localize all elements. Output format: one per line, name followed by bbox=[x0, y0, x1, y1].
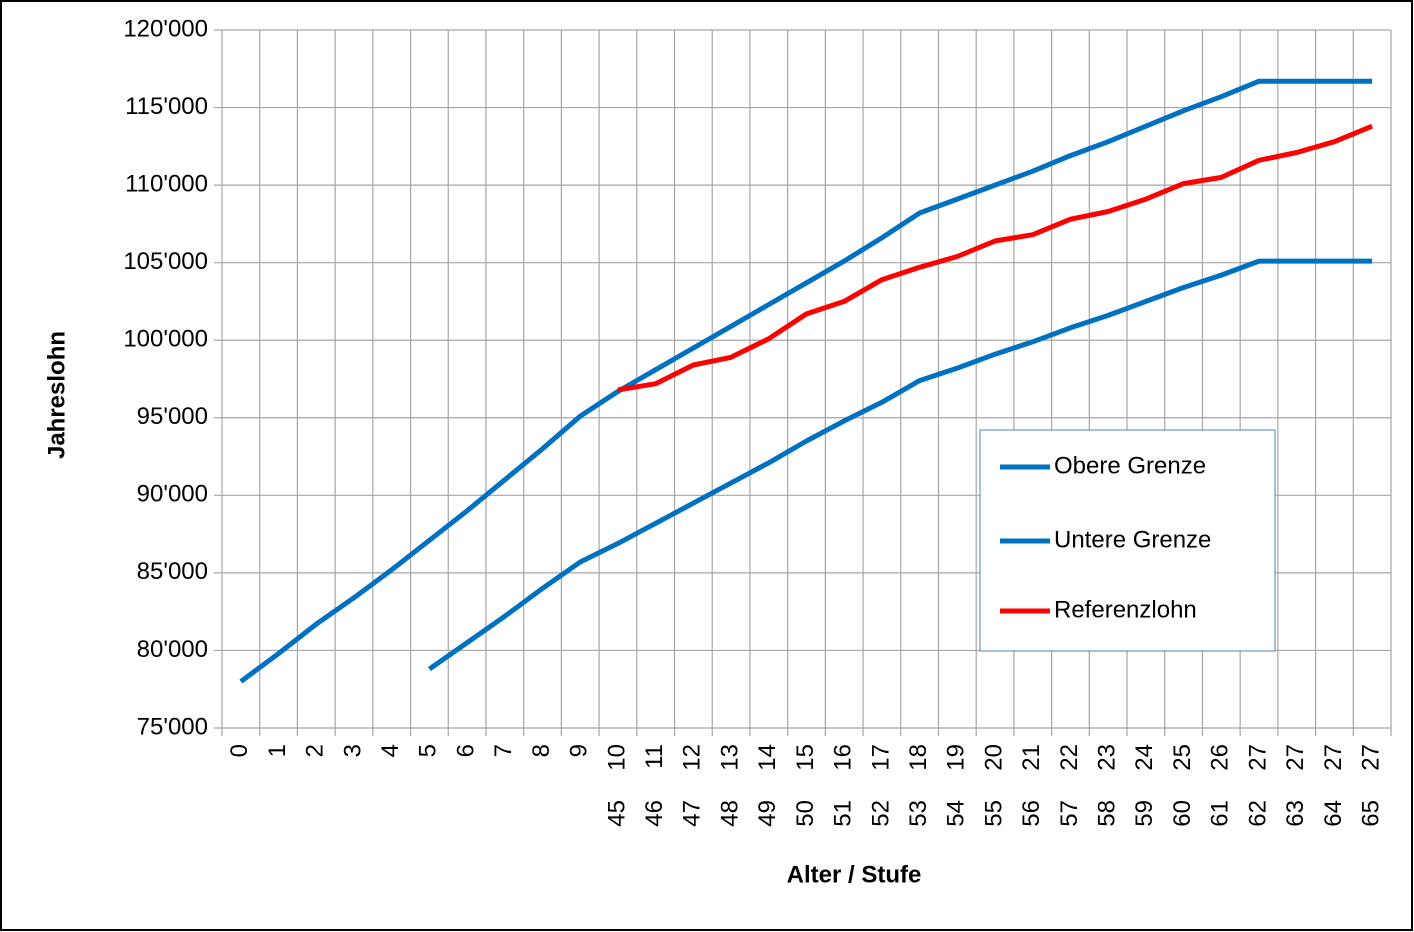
y-tick-label: 85'000 bbox=[137, 558, 208, 585]
x-age-label: 47 bbox=[679, 800, 706, 827]
x-tick-label: 8 bbox=[528, 744, 555, 757]
x-age-label: 49 bbox=[754, 800, 781, 827]
x-tick-label: 2 bbox=[302, 744, 329, 757]
x-tick-label: 12 bbox=[679, 744, 706, 771]
series-line bbox=[427, 258, 1373, 672]
x-tick-label: 1 bbox=[264, 744, 291, 757]
x-tick-label: 26 bbox=[1207, 744, 1234, 771]
x-age-label: 62 bbox=[1244, 800, 1271, 827]
x-age-label: 63 bbox=[1282, 800, 1309, 827]
y-tick-label: 105'000 bbox=[123, 248, 208, 275]
x-tick-label: 18 bbox=[905, 744, 932, 771]
y-tick-label: 120'000 bbox=[123, 15, 208, 42]
x-tick-label: 27 bbox=[1244, 744, 1271, 771]
x-tick-label: 27 bbox=[1357, 744, 1384, 771]
y-tick-label: 115'000 bbox=[125, 93, 208, 120]
x-tick-label: 4 bbox=[377, 744, 404, 757]
y-tick-label: 90'000 bbox=[137, 481, 208, 508]
x-tick-label: 0 bbox=[226, 744, 253, 757]
x-age-label: 53 bbox=[905, 800, 932, 827]
x-age-label: 48 bbox=[716, 800, 743, 827]
x-tick-label: 23 bbox=[1094, 744, 1121, 771]
y-tick-label: 95'000 bbox=[137, 403, 208, 430]
series-line bbox=[617, 123, 1374, 393]
x-age-label: 60 bbox=[1169, 800, 1196, 827]
y-tick-label: 80'000 bbox=[137, 636, 208, 663]
x-age-label: 61 bbox=[1207, 800, 1234, 827]
x-age-label: 65 bbox=[1357, 800, 1384, 827]
x-tick-label: 19 bbox=[943, 744, 970, 771]
x-tick-label: 27 bbox=[1282, 744, 1309, 771]
x-tick-label: 6 bbox=[452, 744, 479, 757]
x-age-label: 46 bbox=[641, 800, 668, 827]
legend-label: Untere Grenze bbox=[1054, 526, 1211, 553]
x-tick-label: 22 bbox=[1056, 744, 1083, 771]
y-tick-label: 75'000 bbox=[137, 713, 208, 740]
x-tick-label: 16 bbox=[830, 744, 857, 771]
x-tick-label: 9 bbox=[566, 744, 593, 757]
x-tick-label: 13 bbox=[716, 744, 743, 771]
x-tick-label: 15 bbox=[792, 744, 819, 771]
x-tick-label: 24 bbox=[1131, 744, 1158, 771]
x-age-label: 45 bbox=[603, 800, 630, 827]
y-tick-label: 100'000 bbox=[123, 326, 208, 353]
x-age-label: 50 bbox=[792, 800, 819, 827]
x-age-label: 59 bbox=[1131, 800, 1158, 827]
x-tick-label: 20 bbox=[980, 744, 1007, 771]
x-tick-label: 27 bbox=[1320, 744, 1347, 771]
x-age-label: 56 bbox=[1018, 800, 1045, 827]
x-tick-label: 11 bbox=[641, 744, 668, 769]
x-age-label: 51 bbox=[830, 800, 857, 827]
x-tick-label: 5 bbox=[415, 744, 442, 757]
x-tick-label: 25 bbox=[1169, 744, 1196, 771]
series-line bbox=[239, 78, 1373, 684]
legend-label: Obere Grenze bbox=[1054, 452, 1206, 479]
x-tick-label: 21 bbox=[1018, 744, 1045, 771]
x-age-label: 64 bbox=[1320, 800, 1347, 827]
x-tick-label: 17 bbox=[867, 744, 894, 771]
x-age-label: 57 bbox=[1056, 800, 1083, 827]
x-tick-label: 10 bbox=[603, 744, 630, 771]
x-tick-label: 7 bbox=[490, 744, 517, 757]
x-axis-title: Alter / Stufe bbox=[787, 861, 922, 888]
legend-label: Referenzlohn bbox=[1054, 596, 1197, 623]
x-age-label: 58 bbox=[1094, 800, 1121, 827]
y-axis-title: Jahreslohn bbox=[43, 331, 70, 459]
x-tick-label: 14 bbox=[754, 744, 781, 771]
x-age-label: 52 bbox=[867, 800, 894, 827]
x-tick-label: 3 bbox=[339, 744, 366, 757]
x-age-label: 54 bbox=[943, 800, 970, 827]
y-tick-label: 110'000 bbox=[125, 170, 208, 197]
x-age-label: 55 bbox=[980, 800, 1007, 827]
